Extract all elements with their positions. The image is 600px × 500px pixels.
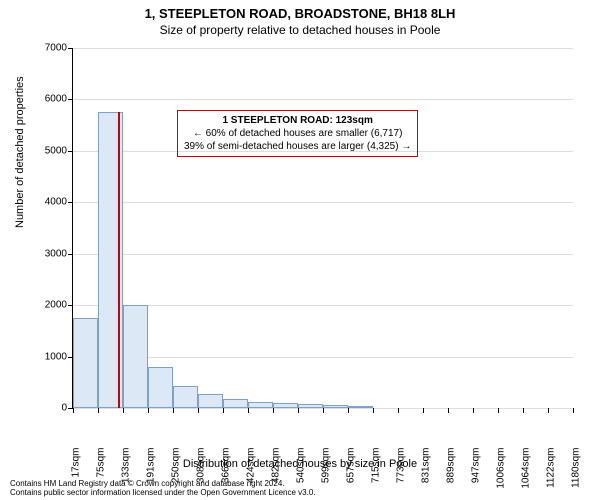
histogram-bar [198,394,223,408]
histogram-bar [223,399,248,408]
ytick-mark [68,151,73,152]
xtick-mark [523,408,524,413]
xtick-mark [173,408,174,413]
ytick-mark [68,305,73,306]
histogram-bar [273,403,298,408]
chart-area: 0100020003000400050006000700017sqm75sqm1… [72,48,572,408]
ytick-label: 5000 [27,145,67,156]
x-axis-label: Distribution of detached houses by size … [0,458,600,470]
ytick-mark [68,48,73,49]
ytick-label: 1000 [27,351,67,362]
xtick-label: 715sqm [371,448,382,498]
histogram-bar [248,402,273,408]
footer-line2: Contains public sector information licen… [10,489,316,498]
gridline [73,99,573,100]
xtick-mark [198,408,199,413]
annotation-line1: ← 60% of detached houses are smaller (6,… [184,127,411,140]
xtick-mark [373,408,374,413]
xtick-mark [423,408,424,413]
ytick-label: 0 [27,403,67,414]
xtick-mark [573,408,574,413]
xtick-label: 599sqm [321,448,332,498]
histogram-bar [73,318,98,408]
chart-title: 1, STEEPLETON ROAD, BROADSTONE, BH18 8LH [0,0,600,21]
xtick-mark [248,408,249,413]
ytick-label: 3000 [27,248,67,259]
xtick-mark [73,408,74,413]
annotation-title: 1 STEEPLETON ROAD: 123sqm [184,114,411,127]
xtick-label: 947sqm [471,448,482,498]
xtick-mark [148,408,149,413]
xtick-label: 1006sqm [496,448,507,498]
ytick-mark [68,99,73,100]
xtick-label: 773sqm [396,448,407,498]
xtick-label: 1180sqm [571,448,582,498]
xtick-label: 1122sqm [546,448,557,498]
xtick-mark [398,408,399,413]
gridline [73,202,573,203]
xtick-mark [348,408,349,413]
plot-region: 0100020003000400050006000700017sqm75sqm1… [72,48,573,409]
ytick-label: 2000 [27,300,67,311]
gridline [73,305,573,306]
xtick-mark [298,408,299,413]
xtick-label: 657sqm [346,448,357,498]
xtick-label: 831sqm [421,448,432,498]
property-marker [118,112,120,408]
annotation-box: 1 STEEPLETON ROAD: 123sqm ← 60% of detac… [177,110,418,157]
ytick-mark [68,202,73,203]
xtick-mark [123,408,124,413]
histogram-bar [298,404,323,408]
annotation-line2: 39% of semi-detached houses are larger (… [184,140,411,153]
histogram-bar [348,406,373,408]
ytick-label: 6000 [27,94,67,105]
ytick-label: 7000 [27,43,67,54]
chart-subtitle: Size of property relative to detached ho… [0,21,600,37]
gridline [73,357,573,358]
footer-attribution: Contains HM Land Registry data © Crown c… [10,480,316,498]
ytick-label: 4000 [27,197,67,208]
histogram-bar [123,305,148,408]
xtick-mark [473,408,474,413]
histogram-bar [323,405,348,408]
xtick-mark [98,408,99,413]
xtick-mark [548,408,549,413]
xtick-mark [498,408,499,413]
xtick-label: 889sqm [446,448,457,498]
gridline [73,254,573,255]
gridline [73,48,573,49]
xtick-mark [273,408,274,413]
xtick-label: 1064sqm [521,448,532,498]
ytick-mark [68,254,73,255]
histogram-bar [148,367,173,408]
histogram-bar [173,386,198,408]
xtick-mark [223,408,224,413]
xtick-mark [448,408,449,413]
xtick-mark [323,408,324,413]
y-axis-label: Number of detached properties [14,76,26,228]
